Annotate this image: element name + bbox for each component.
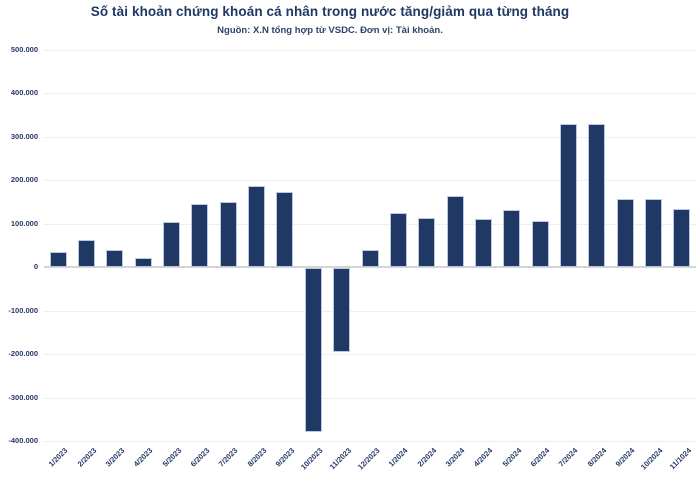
x-axis-tick-label: 2/2024 bbox=[415, 446, 439, 469]
bar-9-2024 bbox=[616, 198, 634, 268]
x-axis-tick-label: 8/2024 bbox=[585, 446, 609, 469]
x-axis-tick-label: 11/1024 bbox=[667, 446, 694, 472]
zero-axis-line bbox=[44, 266, 696, 269]
x-axis-tick-label: 1/2024 bbox=[387, 446, 410, 469]
bar-6-2023 bbox=[191, 203, 209, 268]
x-axis-tick-label: 11/2023 bbox=[327, 446, 354, 472]
gridline bbox=[44, 136, 696, 138]
y-axis-tick-label: 200.000 bbox=[10, 175, 38, 185]
x-axis-tick-label: 7/2023 bbox=[217, 446, 240, 469]
bar-2-2023 bbox=[78, 240, 96, 268]
bar-4-2023 bbox=[134, 257, 152, 268]
chart-title: Số tài khoản chứng khoán cá nhân trong n… bbox=[90, 4, 570, 19]
x-axis-tick-label: 10/2024 bbox=[639, 446, 665, 472]
x-axis-tick-label: 9/2023 bbox=[273, 446, 297, 469]
gridline bbox=[44, 50, 696, 51]
bar-7-2023 bbox=[219, 202, 237, 268]
gridline bbox=[44, 441, 696, 442]
bar-7-2024 bbox=[559, 124, 577, 268]
y-axis-tick-label: 300.000 bbox=[10, 131, 38, 141]
x-axis-tick-label: 4/2024 bbox=[472, 446, 495, 469]
x-axis-tick-label: 10/2023 bbox=[299, 446, 325, 472]
bar-8-2023 bbox=[248, 185, 266, 268]
bar-1-2023 bbox=[49, 251, 67, 268]
x-axis-tick-label: 7/2024 bbox=[557, 446, 580, 469]
gridline bbox=[44, 180, 696, 182]
chart-subtitle: Nguồn: X.N tổng hợp từ VSDC. Đơn vị: Tài… bbox=[217, 25, 443, 36]
bar-3-2023 bbox=[106, 250, 124, 268]
bar-10-2024 bbox=[644, 199, 662, 268]
bar-1-2024 bbox=[389, 212, 407, 268]
bar-4-2024 bbox=[474, 219, 492, 268]
bar-11-2023 bbox=[333, 268, 351, 353]
x-axis-tick-label: 9/2024 bbox=[613, 446, 637, 469]
x-axis-tick-label: 6/2023 bbox=[188, 446, 212, 469]
x-axis-tick-label: 3/2024 bbox=[443, 446, 467, 469]
y-axis-tick-label: -400.000 bbox=[8, 436, 38, 445]
bar-11-1024 bbox=[673, 208, 691, 268]
x-axis-tick-label: 12/2023 bbox=[355, 446, 382, 472]
bar-8-2024 bbox=[588, 123, 606, 268]
gridline bbox=[44, 93, 696, 95]
y-axis-tick-label: 500.000 bbox=[10, 45, 38, 54]
bar-12-2023 bbox=[361, 250, 379, 268]
gridline bbox=[44, 354, 696, 356]
gridline bbox=[44, 397, 696, 399]
bar-5-2023 bbox=[163, 222, 181, 268]
y-axis-tick-label: -100.000 bbox=[8, 305, 38, 315]
bar-6-2024 bbox=[531, 221, 549, 268]
x-axis-tick-label: 6/2024 bbox=[528, 446, 552, 469]
bar-5-2024 bbox=[503, 209, 521, 268]
x-axis-tick-label: 5/2024 bbox=[500, 446, 524, 469]
x-axis-tick-label: 8/2023 bbox=[245, 446, 268, 469]
x-axis-tick-label: 5/2023 bbox=[160, 446, 183, 469]
y-axis-tick-label: 400.000 bbox=[10, 88, 38, 98]
bar-10-2023 bbox=[304, 268, 322, 433]
bar-2-2024 bbox=[418, 218, 436, 268]
bar-3-2024 bbox=[446, 196, 464, 268]
gridline bbox=[44, 310, 696, 312]
x-axis-tick-label: 2/2023 bbox=[75, 446, 98, 469]
plot-area bbox=[44, 50, 696, 442]
x-axis-tick-label: 1/2023 bbox=[46, 446, 70, 469]
y-axis-tick-label: 100.000 bbox=[10, 218, 38, 228]
x-axis-tick-label: 3/2023 bbox=[103, 446, 127, 469]
gridline bbox=[44, 223, 696, 225]
y-axis-tick-label: 0 bbox=[33, 262, 38, 272]
y-axis-tick-label: -200.000 bbox=[8, 349, 38, 359]
bar-9-2023 bbox=[276, 192, 294, 268]
x-axis-tick-label: 4/2023 bbox=[131, 446, 155, 469]
y-axis-tick-label: -300.000 bbox=[8, 392, 38, 402]
